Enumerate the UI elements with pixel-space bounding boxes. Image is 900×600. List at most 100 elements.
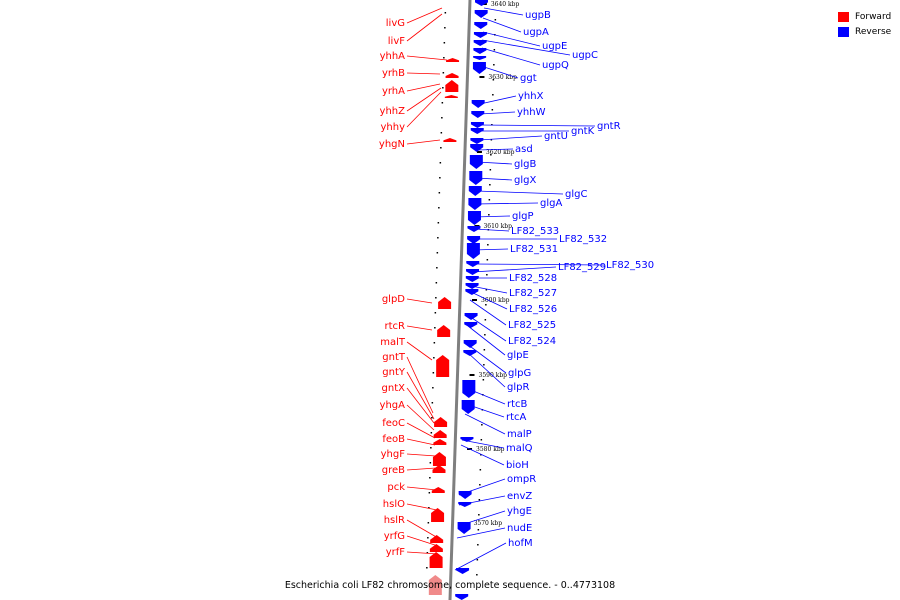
forward-gene-label[interactable]: feoC [382,418,405,429]
reverse-gene-shape[interactable] [463,340,477,348]
forward-gene-label[interactable]: rtcR [385,321,406,332]
reverse-gene-shape[interactable] [464,322,478,328]
forward-gene-shape[interactable] [438,297,452,309]
reverse-gene-shape[interactable] [465,276,479,282]
reverse-gene-label[interactable]: hofM [508,538,533,549]
reverse-gene-label[interactable]: LF82_528 [509,273,557,284]
reverse-gene-shape[interactable] [467,211,481,225]
reverse-gene-label[interactable]: malP [507,429,532,440]
forward-gene-label[interactable]: feoB [382,434,405,445]
reverse-gene-shape[interactable] [473,32,487,38]
forward-gene-shape[interactable] [443,138,457,142]
reverse-gene-label[interactable]: envZ [507,491,532,502]
forward-gene-shape[interactable] [444,95,458,98]
reverse-gene-shape[interactable] [463,350,477,356]
reverse-gene-shape[interactable] [468,198,482,210]
reverse-gene-label[interactable]: glgP [512,211,534,222]
reverse-gene-shape[interactable] [458,491,472,499]
forward-gene-shape[interactable] [432,465,446,473]
reverse-gene-shape[interactable] [466,243,480,259]
reverse-gene-label[interactable]: LF82_531 [510,244,558,255]
forward-gene-shape[interactable] [437,325,451,337]
reverse-gene-label[interactable]: ugpE [542,41,567,52]
forward-gene-label[interactable]: livF [388,36,405,47]
forward-gene-label[interactable]: yrfG [384,531,405,542]
reverse-gene-label[interactable]: LF82_527 [509,288,557,299]
reverse-gene-label[interactable]: ugpA [523,27,549,38]
forward-gene-label[interactable]: yhhA [380,51,406,62]
reverse-gene-label[interactable]: gntR [597,121,621,132]
reverse-gene-shape[interactable] [472,62,486,74]
forward-gene-label[interactable]: yrhA [382,86,405,97]
reverse-gene-label[interactable]: gntU [544,131,568,142]
reverse-gene-label[interactable]: LF82_533 [511,226,559,237]
forward-gene-shape[interactable] [431,487,445,493]
gene-labels[interactable]: livG livF yhhA yrhB yrhA yhhZ yhhy yhgN glpD rtcR… [379,7,654,571]
reverse-gene-shape[interactable] [474,22,488,29]
reverse-gene-label[interactable]: glpE [507,350,529,361]
reverse-gene-label[interactable]: ompR [507,474,536,485]
reverse-gene-shape[interactable] [475,0,488,6]
reverse-gene-shape[interactable] [474,10,488,18]
reverse-gene-label[interactable]: asd [515,144,533,155]
reverse-gene-label[interactable]: yhgE [507,506,532,517]
reverse-gene-label[interactable]: glgX [514,175,536,186]
forward-gene-shape[interactable] [428,575,442,595]
reverse-gene-shape[interactable] [470,144,484,152]
reverse-gene-shape[interactable] [471,100,485,108]
reverse-gene-label[interactable]: yhhW [517,107,546,118]
reverse-gene-label[interactable]: ugpQ [542,60,569,71]
forward-gene-label[interactable]: livG [386,18,405,29]
forward-gene-label[interactable]: yhhy [380,122,405,133]
forward-gene-shape[interactable] [446,58,460,62]
reverse-gene-shape[interactable] [460,437,474,442]
reverse-gene-shape[interactable] [469,155,483,169]
reverse-gene-label[interactable]: glpR [507,382,529,393]
reverse-gene-shape[interactable] [467,226,481,232]
reverse-gene-label[interactable]: yhhX [518,91,544,102]
forward-gene-label[interactable]: yhgA [380,400,406,411]
forward-gene-shape[interactable] [432,452,446,466]
forward-gene-shape[interactable] [430,535,444,543]
forward-gene-shape[interactable] [429,552,443,568]
reverse-gene-label[interactable]: glgA [540,198,562,209]
forward-gene-label[interactable]: yhgN [379,139,405,150]
reverse-gene-shape[interactable] [473,48,487,54]
forward-gene-shape[interactable] [445,80,459,92]
forward-gene-label[interactable]: yhgF [381,449,406,460]
reverse-gene-shape[interactable] [469,171,483,185]
reverse-gene-label[interactable]: LF82_530 [606,260,654,271]
reverse-gene-label[interactable]: LF82_532 [559,234,607,245]
forward-gene-shape[interactable] [429,544,443,552]
reverse-gene-shape[interactable] [473,40,487,46]
reverse-gene-label[interactable]: LF82_525 [508,320,556,331]
forward-gene-shape[interactable] [433,439,447,445]
reverse-gene-label[interactable]: gntK [571,126,595,137]
reverse-gene-shape[interactable] [461,400,475,414]
forward-gene-label[interactable]: yrfF [386,547,406,558]
forward-gene-label[interactable]: malT [380,337,406,348]
reverse-gene-label[interactable]: glpG [508,368,531,379]
forward-gene-label[interactable]: gntX [382,383,406,394]
reverse-gene-label[interactable]: ugpC [572,50,598,61]
forward-gene-label[interactable]: greB [382,465,405,476]
reverse-gene-label[interactable]: ggt [520,73,537,84]
forward-gene-shape[interactable] [445,73,459,78]
forward-gene-shape[interactable] [434,417,448,427]
forward-gene-label[interactable]: glpD [382,294,405,305]
reverse-gene-label[interactable]: LF82_524 [508,336,556,347]
reverse-gene-shape[interactable] [471,111,485,118]
forward-gene-shape[interactable] [436,355,450,377]
reverse-gene-label[interactable]: rtcA [506,412,527,423]
forward-gene-label[interactable]: gntY [382,367,406,378]
reverse-gene-shape[interactable] [456,568,470,574]
reverse-gene-label[interactable]: nudE [507,523,532,534]
reverse-gene-label[interactable]: ugpB [525,10,551,21]
reverse-gene-shape[interactable] [455,594,469,600]
reverse-gene-label[interactable]: bioH [506,460,529,471]
reverse-gene-shape[interactable] [470,128,484,134]
reverse-gene-shape[interactable] [470,138,484,144]
reverse-gene-label[interactable]: malQ [506,443,533,454]
reverse-gene-shape[interactable] [470,122,484,128]
forward-gene-label[interactable]: pck [387,482,405,493]
